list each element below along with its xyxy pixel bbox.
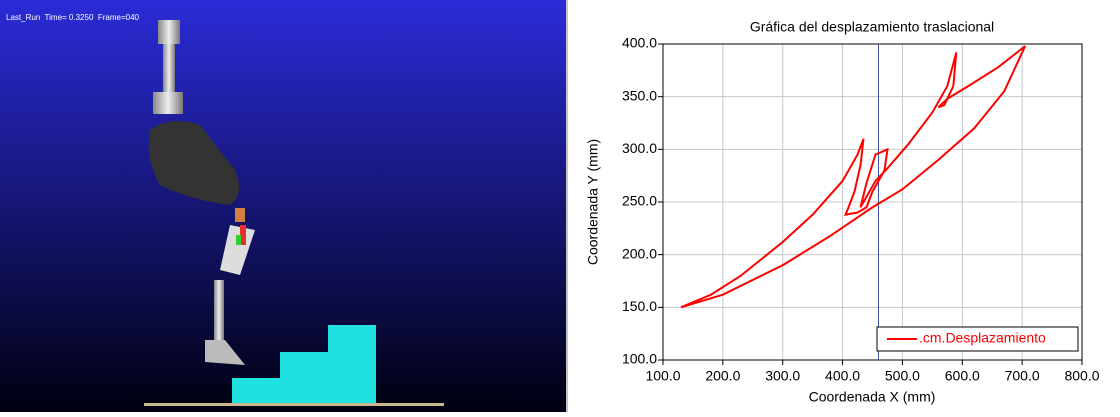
- viewport: Last_Run Time= 0.3250 Frame=040: [0, 0, 566, 412]
- y-axis-label: Coordenada Y (mm): [585, 139, 601, 265]
- knee: [220, 225, 255, 275]
- y-tick-label: 200.0: [622, 245, 657, 261]
- cylinder: [158, 20, 180, 44]
- y-tick-label: 400.0: [622, 35, 657, 51]
- clamp: [153, 92, 183, 114]
- y-tick-label: 150.0: [622, 298, 657, 314]
- y-tick-label: 350.0: [622, 87, 657, 103]
- y-tick-label: 100.0: [622, 351, 657, 367]
- step-1: [232, 378, 282, 403]
- joint-red: [240, 225, 246, 245]
- y-tick-label: 300.0: [622, 140, 657, 156]
- status-text: Last_Run Time= 0.3250 Frame=040: [6, 13, 140, 22]
- x-tick-label: 400.0: [825, 368, 860, 384]
- x-tick-label: 200.0: [705, 368, 740, 384]
- x-tick-label: 100.0: [645, 368, 680, 384]
- viewport-bg: [0, 0, 566, 412]
- series-line: [680, 45, 1027, 309]
- step-3: [328, 325, 376, 403]
- foot: [205, 340, 245, 365]
- plot-border: [662, 43, 1083, 361]
- rod: [163, 44, 175, 92]
- y-tick-label: 250.0: [622, 193, 657, 209]
- x-tick-label: 600.0: [945, 368, 980, 384]
- x-tick-label: 500.0: [885, 368, 920, 384]
- x-tick-label: 300.0: [765, 368, 800, 384]
- legend-label: .cm.Desplazamiento: [919, 330, 1046, 346]
- socket: [148, 121, 239, 205]
- step-2: [280, 352, 330, 403]
- x-tick-label: 700.0: [1005, 368, 1040, 384]
- joint-green: [236, 235, 241, 245]
- chart-title: Gráfica del desplazamiento traslacional: [750, 19, 994, 35]
- floor: [144, 403, 444, 406]
- x-tick-label: 800.0: [1064, 368, 1099, 384]
- x-axis-label: Coordenada X (mm): [809, 389, 936, 405]
- plot: Gráfica del desplazamiento traslacional …: [585, 19, 1100, 405]
- adapter: [235, 208, 245, 222]
- pylon: [214, 280, 224, 340]
